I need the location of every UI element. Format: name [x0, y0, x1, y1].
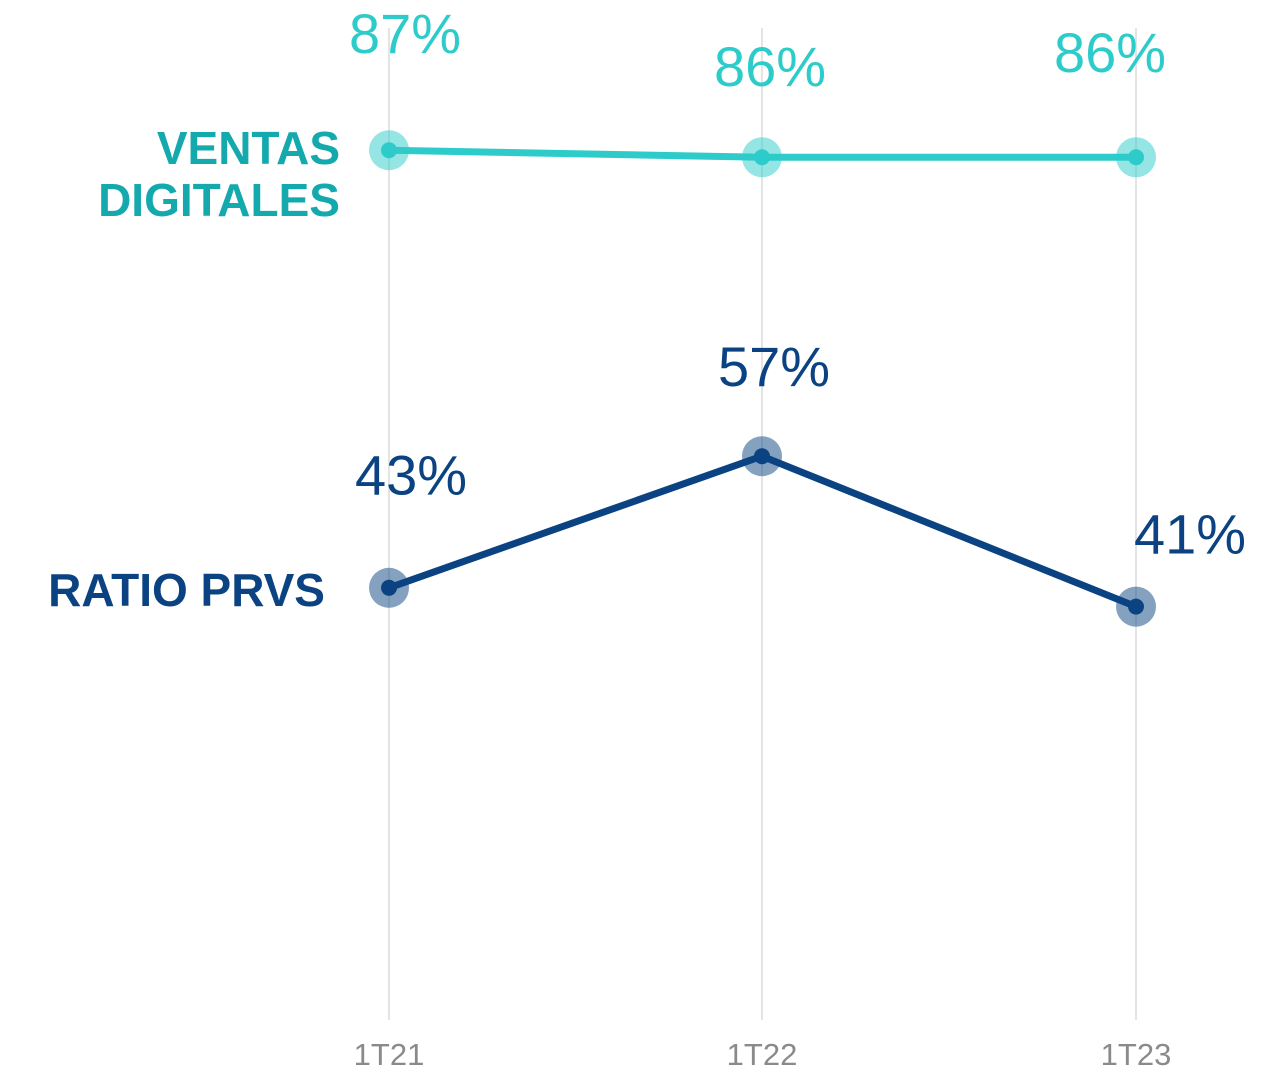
- x-tick-label: 1T22: [727, 1037, 798, 1072]
- x-tick-label: 1T23: [1101, 1037, 1172, 1072]
- data-label: 86%: [1054, 21, 1166, 84]
- data-label: 87%: [349, 2, 461, 65]
- marker: [1128, 598, 1144, 615]
- x-tick-label: 1T21: [354, 1037, 425, 1072]
- marker: [754, 448, 770, 465]
- data-label: 86%: [714, 35, 826, 98]
- series-label: RATIO PRVS: [48, 564, 325, 616]
- marker: [381, 579, 397, 596]
- data-label: 57%: [718, 335, 830, 398]
- data-label: 43%: [355, 444, 467, 507]
- marker: [754, 149, 770, 166]
- series-label: VENTAS DIGITALES: [98, 122, 340, 226]
- marker: [381, 142, 397, 159]
- data-label: 41%: [1134, 502, 1246, 565]
- marker: [1128, 149, 1144, 166]
